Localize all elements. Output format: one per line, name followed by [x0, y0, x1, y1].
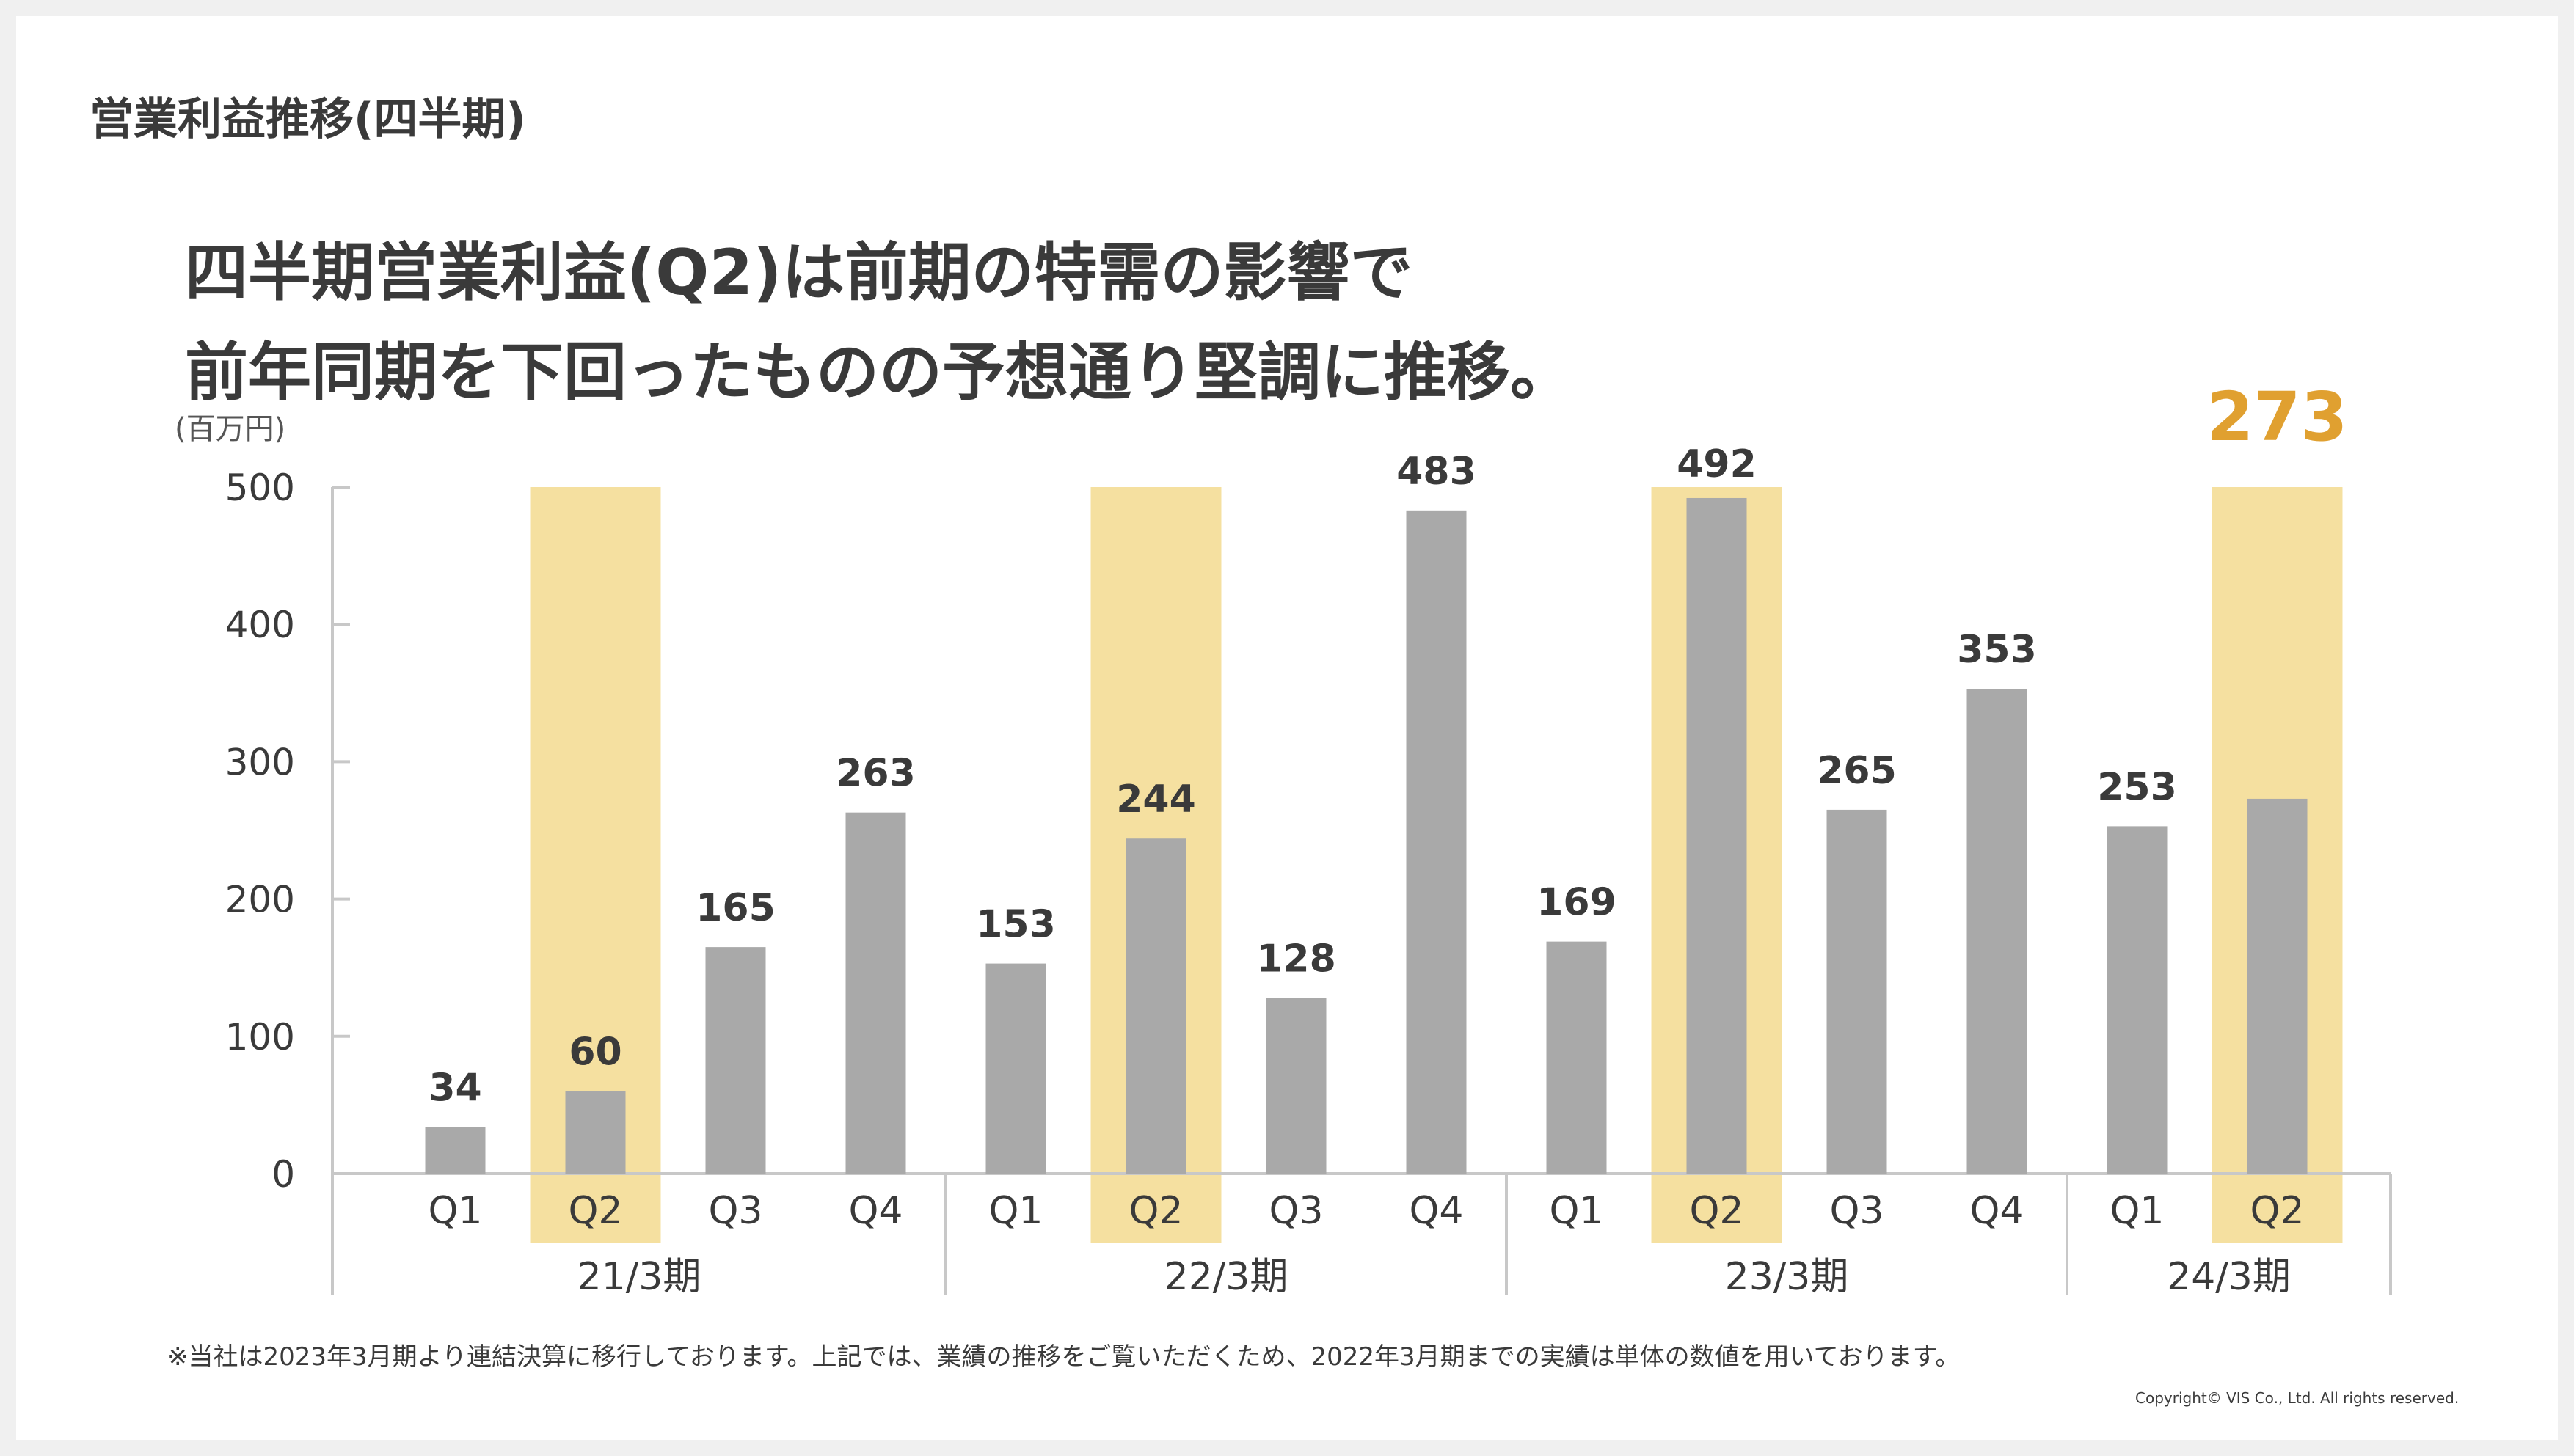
category-label-22/3期-Q4: Q4	[1409, 1189, 1463, 1233]
category-label-22/3期-Q3: Q3	[1269, 1189, 1323, 1233]
value-label-22/3期-Q2: 244	[1116, 778, 1196, 822]
y-tick-label: 500	[225, 467, 295, 509]
category-label-23/3期-Q1: Q1	[1549, 1189, 1603, 1233]
category-label-24/3期-Q1: Q1	[2110, 1189, 2164, 1233]
bar-24/3期-Q2	[2247, 798, 2308, 1174]
value-label-22/3期-Q1: 153	[976, 903, 1056, 947]
category-label-22/3期-Q2: Q2	[1129, 1189, 1183, 1233]
category-label-24/3期-Q2: Q2	[2250, 1189, 2304, 1233]
category-label-23/3期-Q3: Q3	[1829, 1189, 1884, 1233]
headline-line-1: 四半期営業利益(Q2)は前期の特需の影響で	[185, 236, 1413, 310]
value-label-23/3期-Q4: 353	[1957, 628, 2037, 672]
bar-23/3期-Q3	[1826, 809, 1887, 1174]
y-tick-label: 300	[225, 741, 295, 783]
value-label-23/3期-Q3: 265	[1817, 749, 1897, 793]
headline-line-2: 前年同期を下回ったものの予想通り堅調に推移。	[185, 336, 1573, 409]
bar-22/3期-Q1	[985, 963, 1046, 1174]
value-label-21/3期-Q1: 34	[429, 1066, 481, 1110]
group-label-24/3期: 24/3期	[2167, 1255, 2291, 1299]
unit-label: (百万円)	[175, 412, 286, 446]
group-label-21/3期: 21/3期	[577, 1255, 701, 1299]
category-label-21/3期-Q2: Q2	[568, 1189, 622, 1233]
bar-22/3期-Q2	[1126, 838, 1186, 1174]
bar-21/3期-Q4	[845, 812, 906, 1174]
category-label-21/3期-Q3: Q3	[708, 1189, 762, 1233]
bar-21/3期-Q1	[425, 1127, 486, 1174]
bar-22/3期-Q4	[1406, 510, 1467, 1174]
y-tick-label: 100	[225, 1016, 295, 1058]
y-tick-label: 200	[225, 879, 295, 921]
value-label-23/3期-Q2: 492	[1677, 442, 1757, 486]
headline: 四半期営業利益(Q2)は前期の特需の影響で 前年同期を下回ったものの予想通り堅調…	[185, 223, 1573, 422]
category-label-21/3期-Q4: Q4	[848, 1189, 903, 1233]
value-label-21/3期-Q4: 263	[836, 752, 916, 796]
footnote: ※当社は2023年3月期より連結決算に移行しております。上記では、業績の推移をご…	[167, 1342, 1961, 1372]
value-label-24/3期-Q2: 273	[2206, 378, 2347, 456]
section-title: 営業利益推移(四半期)	[90, 94, 526, 145]
bar-22/3期-Q3	[1266, 998, 1327, 1174]
value-label-24/3期-Q1: 253	[2097, 765, 2177, 809]
bar-21/3期-Q2	[565, 1091, 626, 1174]
group-label-23/3期: 23/3期	[1725, 1255, 1849, 1299]
bar-23/3期-Q2	[1686, 497, 1747, 1174]
bar-24/3期-Q1	[2107, 826, 2168, 1174]
bar-23/3期-Q1	[1546, 941, 1607, 1174]
y-tick-label: 0	[271, 1153, 295, 1196]
category-label-21/3期-Q1: Q1	[428, 1189, 482, 1233]
copyright: Copyright© VIS Co., Ltd. All rights rese…	[2135, 1389, 2460, 1407]
category-label-22/3期-Q1: Q1	[988, 1189, 1043, 1233]
value-label-23/3期-Q1: 169	[1536, 881, 1616, 925]
value-label-22/3期-Q4: 483	[1396, 450, 1476, 494]
value-label-21/3期-Q3: 165	[696, 886, 776, 930]
group-label-22/3期: 22/3期	[1164, 1255, 1288, 1299]
y-tick-label: 400	[225, 604, 295, 646]
category-label-23/3期-Q4: Q4	[1969, 1189, 2024, 1233]
category-label-23/3期-Q2: Q2	[1689, 1189, 1743, 1233]
bar-23/3期-Q4	[1966, 689, 2027, 1174]
value-label-21/3期-Q2: 60	[569, 1031, 621, 1075]
bar-21/3期-Q3	[705, 947, 766, 1174]
slide: 営業利益推移(四半期) 四半期営業利益(Q2)は前期の特需の影響で 前年同期を下…	[16, 16, 2558, 1440]
value-label-22/3期-Q3: 128	[1256, 937, 1336, 981]
